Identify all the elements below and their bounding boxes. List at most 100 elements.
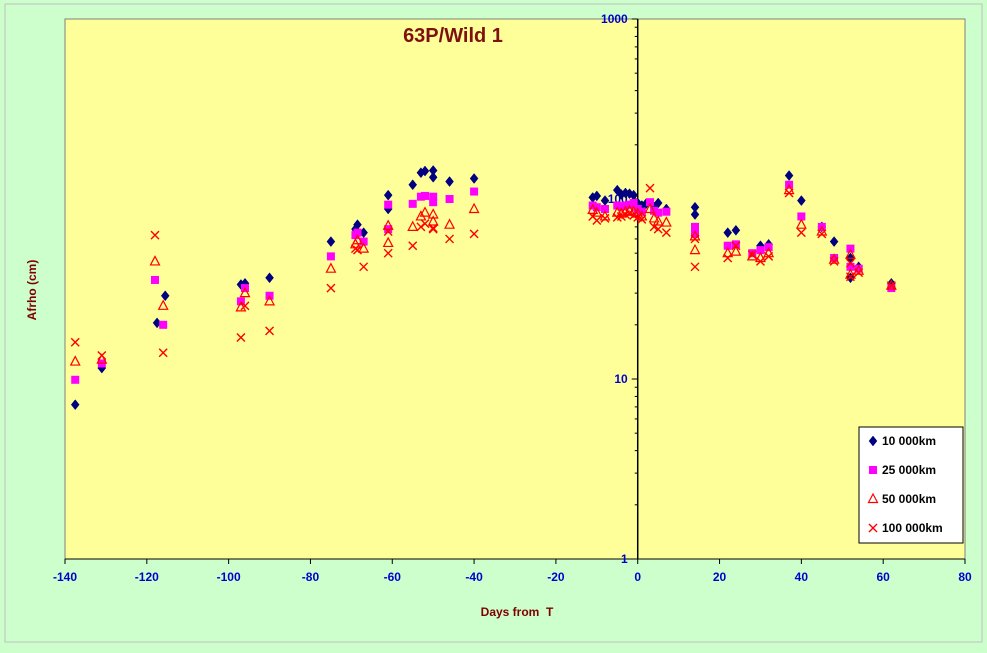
data-point xyxy=(353,245,362,255)
data-point xyxy=(70,399,80,411)
data-point xyxy=(429,192,438,201)
data-point xyxy=(352,233,363,245)
x-tick-label: -100 xyxy=(217,570,241,584)
series-100000km xyxy=(70,183,896,361)
legend-marker xyxy=(868,435,878,447)
series-10000km xyxy=(70,165,896,411)
legend-label: 10 000km xyxy=(882,434,936,448)
data-point xyxy=(151,275,159,284)
data-point xyxy=(592,215,602,225)
data-point xyxy=(690,201,700,213)
data-point xyxy=(444,218,456,229)
x-tick-label: 20 xyxy=(713,570,727,584)
data-point xyxy=(689,243,701,255)
x-tick-label: -40 xyxy=(465,570,483,584)
data-point xyxy=(796,228,806,238)
data-point xyxy=(797,195,806,206)
data-point xyxy=(690,234,700,244)
data-point xyxy=(649,222,659,232)
data-point xyxy=(149,255,161,266)
data-point xyxy=(784,170,794,181)
data-point xyxy=(69,355,81,366)
data-point xyxy=(326,252,335,261)
data-point xyxy=(654,208,663,217)
data-point xyxy=(887,284,896,293)
data-point xyxy=(844,248,856,259)
x-tick-label: 80 xyxy=(958,570,972,584)
data-point xyxy=(723,253,733,263)
x-tick-label: 60 xyxy=(877,570,891,584)
data-point xyxy=(617,202,626,211)
data-point xyxy=(408,199,417,208)
data-point xyxy=(235,301,247,312)
data-point xyxy=(382,219,394,230)
data-point xyxy=(756,246,765,255)
legend-label: 100 000km xyxy=(882,521,943,535)
x-axis: -140 -120 -100 -80 -60 -40 -20 0 20 40 60 80 xyxy=(53,558,972,584)
x-tick-label: -20 xyxy=(547,570,565,584)
data-point xyxy=(416,192,425,201)
y-tick-label: 10 xyxy=(614,372,628,386)
data-point xyxy=(645,183,655,193)
data-point xyxy=(264,295,276,306)
data-point xyxy=(591,206,603,217)
data-point xyxy=(885,279,897,290)
legend-box xyxy=(858,426,964,544)
data-point xyxy=(71,375,80,384)
data-point xyxy=(420,219,430,229)
data-point xyxy=(829,236,839,247)
legend-label: 25 000km xyxy=(882,463,936,477)
data-point xyxy=(420,165,430,177)
data-point xyxy=(661,228,671,238)
legend-marker xyxy=(869,466,877,474)
data-point xyxy=(70,337,80,347)
data-point xyxy=(723,227,733,239)
data-point xyxy=(240,301,250,311)
data-point xyxy=(359,262,369,272)
legend-marker xyxy=(867,492,879,504)
data-point xyxy=(653,224,663,234)
data-points xyxy=(69,165,897,411)
plot-area xyxy=(64,18,966,560)
data-point xyxy=(326,236,336,247)
data-point xyxy=(383,189,393,201)
data-point xyxy=(408,241,418,251)
data-point xyxy=(784,188,794,198)
data-point xyxy=(629,199,638,208)
data-point xyxy=(358,242,370,253)
data-point xyxy=(265,272,274,284)
data-point xyxy=(407,220,419,231)
data-point xyxy=(468,202,480,214)
data-point xyxy=(445,234,455,244)
data-point xyxy=(428,224,438,234)
data-point xyxy=(429,198,438,207)
data-point xyxy=(383,248,393,258)
data-point xyxy=(748,249,757,258)
data-point xyxy=(383,226,393,236)
data-point xyxy=(662,207,671,216)
x-tick-label: 0 xyxy=(634,570,641,584)
data-point xyxy=(158,348,168,358)
data-point xyxy=(359,237,368,246)
legend-entries: 10 000km 25 000km 50 000km 100 000km xyxy=(867,434,943,535)
data-point xyxy=(731,240,740,249)
data-point xyxy=(722,246,734,258)
data-point xyxy=(469,173,479,184)
data-point xyxy=(239,286,251,298)
data-point xyxy=(652,215,664,226)
data-point xyxy=(817,229,827,239)
data-point xyxy=(427,208,439,219)
data-point xyxy=(428,223,438,233)
data-point xyxy=(428,171,438,183)
legend-label: 50 000km xyxy=(882,492,936,506)
data-point xyxy=(690,262,700,272)
data-point xyxy=(660,216,672,227)
data-point xyxy=(648,212,660,223)
data-point xyxy=(419,206,431,217)
data-point xyxy=(613,201,622,210)
data-point xyxy=(797,212,806,221)
data-point xyxy=(653,197,663,209)
data-point xyxy=(97,351,107,361)
